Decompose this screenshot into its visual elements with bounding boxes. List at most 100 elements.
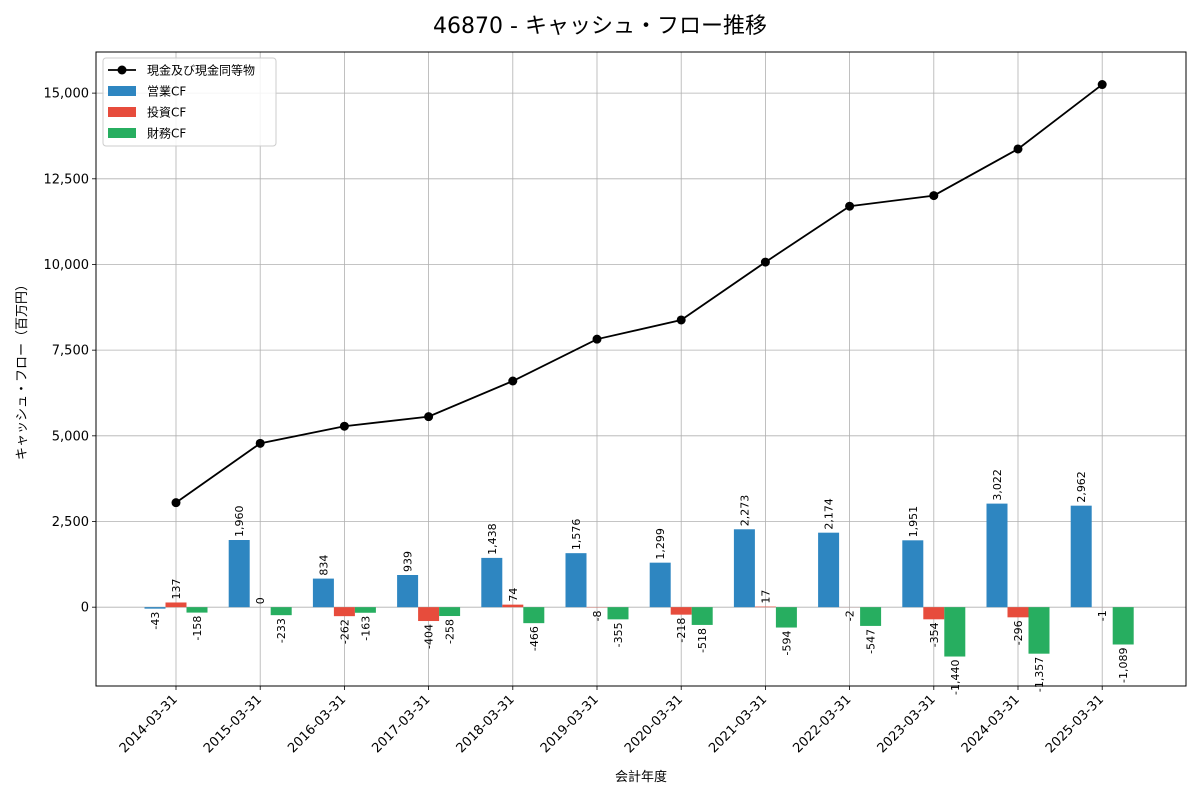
bar-value-label: -296	[1012, 620, 1025, 645]
bar-営業CF	[228, 540, 250, 608]
bar-value-label: -594	[780, 631, 793, 656]
bar-営業CF	[733, 529, 755, 608]
bar-value-label: -404	[423, 624, 436, 649]
bar-value-label: -518	[696, 628, 709, 653]
bar-営業CF	[397, 574, 419, 608]
cash-line-point	[339, 421, 349, 431]
bar-value-label: -1	[1096, 610, 1109, 621]
x-tick-label: 2018-03-31	[454, 692, 518, 756]
bar-value-label: -43	[149, 612, 162, 630]
bar-投資CF	[165, 602, 187, 608]
legend-box	[102, 57, 277, 147]
bar-value-label: -158	[191, 616, 204, 641]
bar-value-label: 1,438	[486, 523, 499, 555]
cash-line-point	[424, 412, 434, 422]
bar-財務CF	[354, 607, 376, 613]
bar-営業CF	[986, 503, 1008, 608]
bar-value-label: 1,576	[570, 519, 583, 551]
bar-value-label: -1,357	[1033, 657, 1046, 692]
legend-label: 投資CF	[147, 105, 186, 120]
x-tick-label: 2021-03-31	[706, 692, 770, 756]
bar-value-label: 2,962	[1075, 471, 1088, 503]
bar-財務CF	[860, 607, 882, 626]
y-tick-label: 7,500	[52, 344, 89, 359]
bar-財務CF	[1028, 607, 1050, 654]
bar-投資CF	[754, 606, 776, 608]
bar-value-label: -1,089	[1117, 647, 1130, 682]
x-tick-label: 2016-03-31	[285, 692, 349, 756]
x-tick-label: 2024-03-31	[959, 692, 1023, 756]
bar-営業CF	[144, 607, 166, 609]
legend-label: 営業CF	[147, 85, 186, 99]
cash-line-point	[760, 257, 770, 267]
bar-営業CF	[565, 553, 587, 608]
legend-label: 現金及び現金同等物	[147, 63, 255, 78]
bar-投資CF	[418, 607, 440, 622]
legend-swatch	[108, 128, 136, 138]
bar-営業CF	[481, 557, 503, 608]
bar-営業CF	[1070, 505, 1092, 608]
bar-value-label: -354	[928, 622, 941, 647]
bar-value-label: 1,960	[233, 506, 246, 538]
y-tick-label: 5,000	[52, 429, 89, 444]
bar-value-label: 137	[170, 578, 183, 599]
bar-value-label: -8	[591, 610, 604, 621]
bar-財務CF	[775, 607, 797, 628]
bar-value-label: 0	[254, 597, 267, 604]
y-axis-label: キャッシュ・フロー（百万円）	[15, 278, 30, 460]
cash-line-point	[676, 315, 686, 325]
bar-value-label: -233	[275, 618, 288, 643]
cash-line-point	[1097, 80, 1107, 90]
cash-line-point	[845, 201, 855, 211]
bar-value-label: -262	[338, 619, 351, 644]
cash-line-point	[508, 376, 518, 386]
legend-swatch	[108, 86, 136, 96]
cash-line-point	[929, 191, 939, 201]
cash-line-point	[592, 334, 602, 344]
bar-投資CF	[670, 607, 692, 615]
chart-title: 46870 - キャッシュ・フロー推移	[433, 14, 767, 39]
y-axis-ticks: 0 2,500 5,000 7,500 10,000 12,500 15,000	[44, 87, 96, 616]
x-tick-label: 2019-03-31	[538, 692, 602, 756]
legend-label: 財務CF	[147, 126, 186, 141]
bar-財務CF	[691, 607, 713, 625]
bar-営業CF	[312, 578, 334, 608]
bar-財務CF	[439, 607, 461, 617]
bar-投資CF	[1007, 607, 1029, 618]
bar-投資CF	[923, 607, 945, 620]
cash-line-point	[1013, 144, 1023, 154]
bar-value-label: -163	[359, 616, 372, 641]
bar-財務CF	[270, 607, 292, 616]
data-labels: -43 1,960 834 939 1,438 1,576 1,299 2,273 2,174 1…	[149, 469, 1130, 695]
cash-line-path	[175, 83, 1103, 504]
x-tick-label: 2014-03-31	[117, 692, 181, 756]
y-tick-label: 15,000	[44, 87, 90, 102]
x-tick-label: 2020-03-31	[622, 692, 686, 756]
bar-財務CF	[944, 607, 966, 657]
bar-value-label: 17	[759, 590, 772, 604]
bar-value-label: -218	[675, 618, 688, 643]
bar-value-label: -1,440	[949, 660, 962, 695]
bar-営業CF	[649, 562, 671, 608]
plot-frame	[95, 51, 1187, 687]
y-tick-label: 0	[81, 601, 89, 616]
bar-value-label: 939	[402, 551, 415, 572]
grid-lines	[96, 52, 1186, 686]
bar-財務CF	[186, 607, 208, 613]
legend-swatch	[108, 107, 136, 117]
bar-value-label: 834	[317, 555, 330, 576]
x-axis-ticks: 2014-03-31 2015-03-31 2016-03-31 2017-03-31…	[117, 686, 1107, 756]
cash-line-point	[171, 498, 181, 508]
y-tick-label: 12,500	[44, 172, 90, 187]
bar-財務CF	[523, 607, 545, 624]
cash-line	[171, 80, 1107, 508]
y-tick-label: 2,500	[52, 515, 89, 530]
bars	[144, 503, 1134, 657]
bar-投資CF	[333, 607, 355, 617]
x-axis-label: 会計年度	[615, 769, 667, 785]
x-tick-label: 2015-03-31	[201, 692, 265, 756]
x-tick-label: 2025-03-31	[1043, 692, 1107, 756]
bar-財務CF	[607, 607, 629, 620]
